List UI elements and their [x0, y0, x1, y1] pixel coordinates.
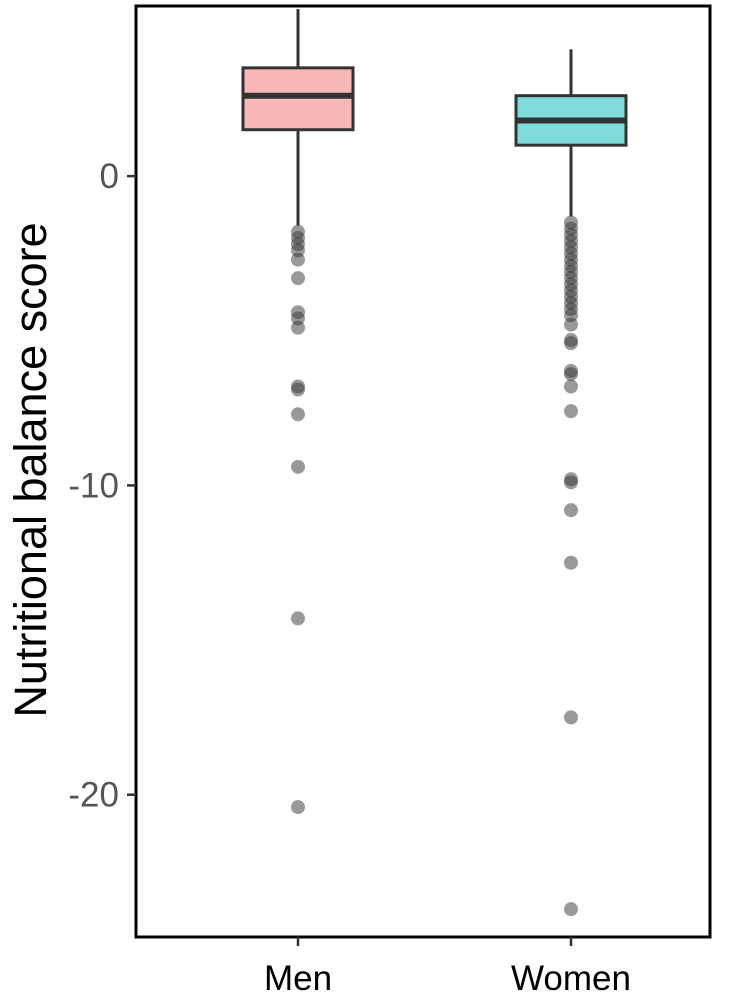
outlier-point-men	[291, 252, 305, 267]
y-axis: 0 -10 -20	[68, 157, 136, 815]
y-tick-label: 0	[100, 157, 119, 196]
y-tick-label: -20	[68, 776, 119, 815]
outlier-point-women	[564, 475, 578, 490]
outlier-point-men	[291, 611, 305, 626]
outlier-point-women	[564, 379, 578, 394]
outlier-point-women	[564, 367, 578, 382]
outlier-point-women	[564, 710, 578, 725]
y-axis-title: Nutritional balance score	[5, 222, 56, 717]
box-group	[241, 9, 628, 226]
outlier-point-men	[291, 407, 305, 422]
outlier-point-men	[291, 459, 305, 474]
x-axis: Men Women	[264, 937, 631, 996]
box-men	[241, 66, 355, 132]
outlier-group	[291, 215, 578, 917]
x-tick-label-women: Women	[511, 959, 631, 996]
outlier-point-men	[291, 382, 305, 397]
outlier-point-men	[291, 271, 305, 286]
outlier-point-women	[564, 317, 578, 332]
outlier-point-men	[291, 320, 305, 335]
x-tick-label-men: Men	[264, 959, 332, 996]
outlier-point-women	[564, 404, 578, 419]
y-tick-label: -10	[68, 466, 119, 505]
outlier-point-men	[291, 800, 305, 815]
outlier-point-women	[564, 555, 578, 570]
plot-panel	[134, 4, 712, 939]
outlier-point-women	[564, 336, 578, 351]
outlier-point-women	[564, 503, 578, 518]
outlier-point-women	[564, 902, 578, 917]
